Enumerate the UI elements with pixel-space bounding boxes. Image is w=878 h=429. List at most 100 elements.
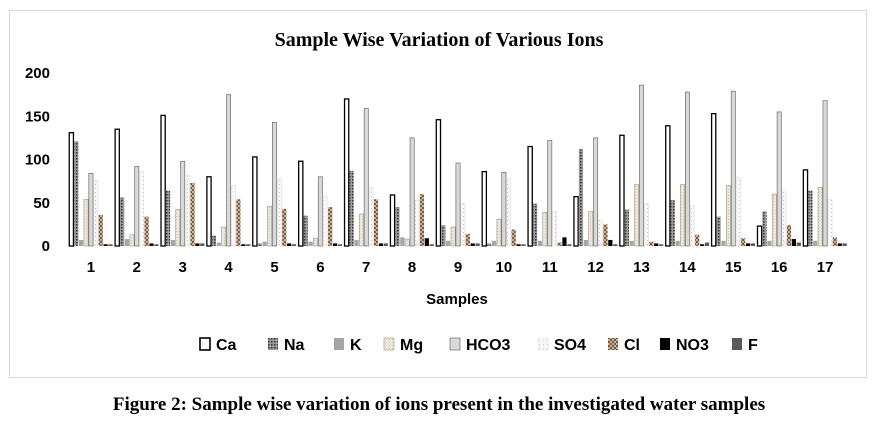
bar-k-sample-7 — [354, 239, 359, 246]
bar-hco3-sample-1 — [88, 173, 94, 247]
y-tick-label: 100 — [25, 152, 50, 169]
legend-item-so4: SO4 — [537, 337, 586, 354]
x-tick-label: 6 — [316, 259, 324, 276]
bar-na-sample-16 — [762, 211, 767, 246]
bar-group-sample-17 — [802, 100, 847, 247]
bar-ca-sample-13 — [619, 134, 625, 247]
bar-ca-sample-12 — [573, 196, 579, 247]
x-tick-label: 16 — [771, 259, 788, 276]
bar-so4-sample-16 — [781, 190, 787, 247]
bar-mg-sample-14 — [680, 184, 685, 247]
bar-mg-sample-7 — [358, 213, 364, 247]
chart-frame: Sample Wise Variation of Various Ions 0 5… — [9, 10, 867, 378]
bar-k-sample-16 — [767, 240, 772, 246]
bar-f-sample-11 — [567, 244, 572, 246]
legend: Ca Na K Mg HCO3 SO4 Cl NO3 F — [199, 337, 758, 354]
bar-so4-sample-7 — [368, 186, 374, 247]
bar-cl-sample-13 — [649, 241, 654, 246]
bar-ca-sample-17 — [802, 169, 809, 247]
bar-no3-sample-5 — [287, 243, 292, 246]
bar-f-sample-13 — [659, 244, 664, 246]
bar-mg-sample-10 — [496, 218, 502, 247]
legend-label-hco3: HCO3 — [466, 337, 511, 354]
bar-ca-sample-1 — [68, 132, 75, 247]
bar-f-sample-2 — [154, 244, 159, 246]
bar-mg-sample-9 — [450, 226, 456, 247]
bar-k-sample-9 — [446, 240, 451, 246]
legend-swatch-k — [334, 338, 344, 350]
bar-so4-sample-8 — [414, 199, 420, 247]
bar-k-sample-17 — [813, 240, 818, 246]
legend-item-mg: Mg — [383, 337, 423, 354]
x-tick-label: 12 — [587, 259, 604, 276]
bar-f-sample-7 — [383, 243, 388, 246]
legend-swatch-mg — [383, 337, 395, 351]
bar-cl-sample-16 — [786, 225, 792, 246]
bar-ca-sample-11 — [527, 145, 533, 247]
legend-swatch-ca — [199, 337, 211, 351]
bar-f-sample-4 — [246, 244, 251, 246]
legend-label-no3: NO3 — [676, 337, 709, 354]
bar-f-sample-12 — [613, 244, 618, 246]
bar-hco3-sample-2 — [134, 166, 140, 247]
legend-label-so4: SO4 — [554, 337, 586, 354]
bar-hco3-sample-7 — [363, 108, 369, 247]
bar-f-sample-16 — [796, 242, 801, 246]
x-axis-label: Samples — [426, 291, 488, 308]
legend-swatch-cl — [608, 338, 618, 350]
x-tick-label: 10 — [496, 259, 513, 276]
bar-cl-sample-3 — [190, 182, 195, 246]
figure-caption: Figure 2: Sample wise variation of ions … — [112, 394, 766, 415]
bar-mg-sample-5 — [267, 205, 272, 247]
bar-k-sample-5 — [262, 241, 267, 246]
bar-f-sample-3 — [200, 243, 205, 246]
bar-k-sample-1 — [79, 239, 84, 246]
bar-cl-sample-12 — [603, 224, 608, 247]
bar-na-sample-11 — [532, 203, 538, 246]
bar-f-sample-1 — [108, 244, 113, 246]
bar-k-sample-4 — [216, 242, 221, 246]
bar-no3-sample-13 — [654, 243, 659, 246]
x-tick-label: 17 — [817, 259, 834, 276]
bar-hco3-sample-14 — [685, 91, 690, 247]
bar-mg-sample-16 — [771, 193, 777, 247]
bar-cl-sample-14 — [695, 234, 700, 246]
x-axis-ticks: 1 2 3 4 5 6 7 8 9 10 11 12 13 14 15 16 17 — [87, 259, 834, 276]
bar-na-sample-2 — [120, 197, 125, 246]
bar-so4-sample-13 — [644, 203, 649, 247]
bar-so4-sample-15 — [735, 177, 741, 247]
bar-no3-sample-6 — [332, 243, 338, 246]
bar-cl-sample-4 — [236, 199, 241, 246]
legend-item-cl: Cl — [608, 337, 640, 354]
bar-hco3-sample-4 — [226, 94, 231, 247]
bar-na-sample-1 — [74, 141, 79, 246]
bar-group-sample-7 — [343, 98, 388, 247]
bar-hco3-sample-13 — [639, 84, 644, 247]
chart-svg: Sample Wise Variation of Various Ions 0 5… — [25, 29, 847, 354]
x-tick-label: 3 — [179, 259, 187, 276]
bar-no3-sample-12 — [608, 239, 613, 246]
bar-no3-sample-7 — [378, 243, 384, 246]
bar-hco3-sample-3 — [180, 160, 186, 247]
legend-label-mg: Mg — [400, 337, 423, 354]
bar-so4-sample-17 — [827, 198, 833, 247]
x-tick-label: 13 — [633, 259, 650, 276]
bar-ca-sample-7 — [343, 98, 350, 247]
bar-na-sample-17 — [808, 190, 813, 246]
bar-k-sample-6 — [308, 241, 313, 246]
bar-group-sample-2 — [114, 128, 159, 247]
legend-label-cl: Cl — [624, 337, 640, 354]
bar-group-sample-14 — [665, 91, 710, 247]
x-tick-label: 2 — [133, 259, 141, 276]
bar-na-sample-10 — [487, 243, 492, 246]
bar-ca-sample-14 — [665, 125, 671, 247]
bar-hco3-sample-15 — [730, 90, 736, 247]
bar-so4-sample-9 — [460, 203, 466, 247]
bar-ca-sample-15 — [710, 113, 717, 247]
bar-na-sample-15 — [716, 216, 721, 246]
bar-no3-sample-14 — [700, 244, 705, 246]
bar-f-sample-9 — [475, 243, 480, 246]
bar-so4-sample-10 — [506, 178, 512, 247]
bar-hco3-sample-11 — [547, 140, 553, 247]
bar-group-sample-15 — [710, 90, 755, 247]
